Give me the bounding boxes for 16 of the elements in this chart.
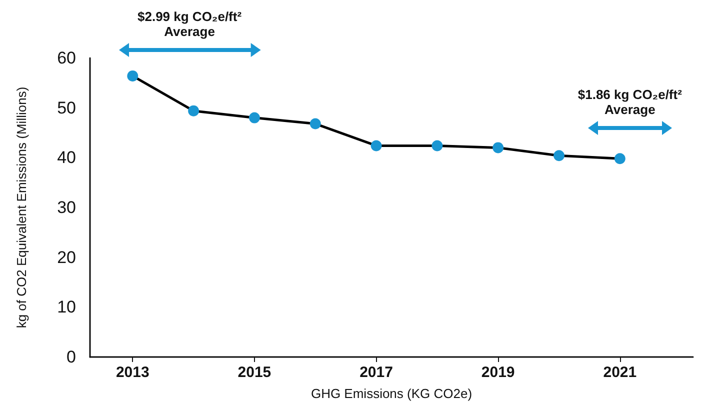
y-tick-label: 0 <box>66 348 76 366</box>
y-tick-label: 10 <box>57 298 76 317</box>
y-tick-label: 20 <box>57 248 76 267</box>
y-axis-title: kg of CO2 Equivalent Emissions (Millions) <box>14 86 29 328</box>
y-tick-label: 60 <box>57 48 76 68</box>
x-tick-label: 2021 <box>603 364 637 381</box>
x-tick-label: 2017 <box>360 364 393 381</box>
y-tick-label: 50 <box>57 98 76 118</box>
text: $2.99 kg CO₂e/ft² Average <box>138 9 242 39</box>
x-tick-label: 2015 <box>238 364 272 381</box>
x-tick-label: 2019 <box>481 364 515 381</box>
x-tick-label: 2013 <box>116 364 150 381</box>
y-tick-label: 40 <box>57 148 76 168</box>
annotation: $1.86 kg CO₂e/ft² Average <box>578 87 682 117</box>
y-tick-label: 30 <box>57 198 76 217</box>
x-axis-title: GHG Emissions (KG CO2e) <box>310 386 472 401</box>
